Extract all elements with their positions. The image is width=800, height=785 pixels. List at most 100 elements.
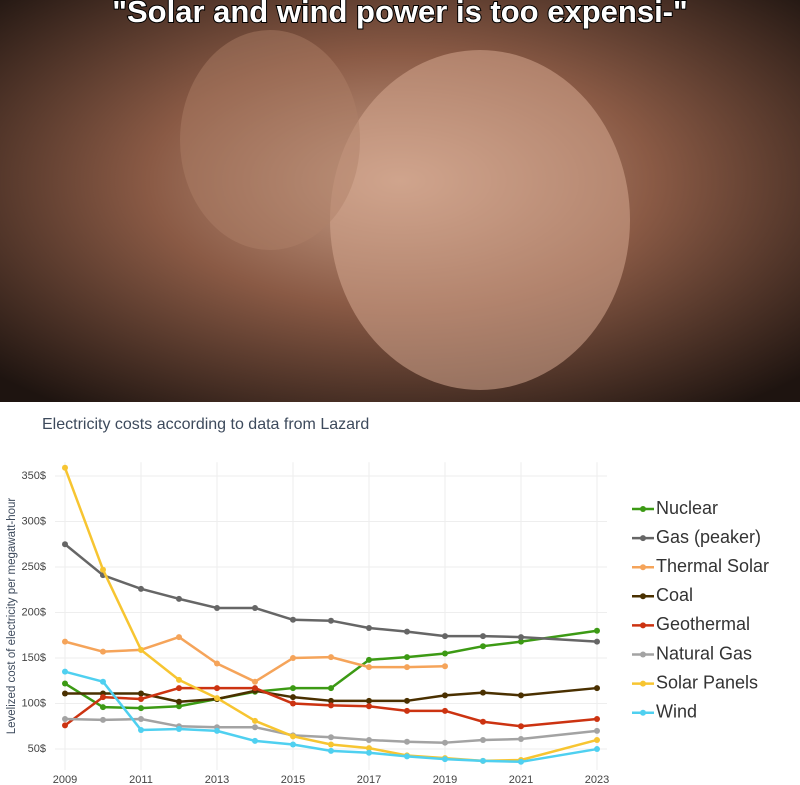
- data-point: [100, 566, 106, 573]
- data-point: [214, 685, 220, 692]
- data-point: [138, 585, 144, 592]
- data-point: [518, 692, 524, 699]
- data-point: [138, 726, 144, 733]
- data-point: [404, 697, 410, 704]
- data-point: [404, 664, 410, 671]
- data-point: [176, 595, 182, 602]
- data-point: [366, 664, 372, 671]
- data-point: [290, 685, 296, 692]
- data-point: [366, 703, 372, 710]
- series-line: [65, 686, 598, 703]
- data-point: [138, 695, 144, 702]
- data-point: [480, 643, 486, 650]
- legend-label: Geothermal: [656, 614, 750, 634]
- data-point: [62, 680, 68, 687]
- data-point: [442, 650, 448, 657]
- data-point: [214, 695, 220, 702]
- data-point: [176, 634, 182, 641]
- x-tick-label: 2021: [509, 774, 533, 785]
- y-tick-label: 250$: [22, 561, 46, 573]
- data-point: [594, 638, 600, 645]
- data-point: [100, 678, 106, 685]
- data-point: [290, 741, 296, 748]
- data-point: [290, 700, 296, 707]
- plot: 50$ 100$ 150$ 200$ 250$ 300$ 350$ 2009 2011 2013 2…: [22, 462, 769, 785]
- legend-swatch: [640, 506, 646, 512]
- data-point: [176, 703, 182, 710]
- data-point: [442, 692, 448, 699]
- data-point: [138, 646, 144, 653]
- y-tick-label: 200$: [22, 606, 46, 618]
- data-point: [176, 676, 182, 683]
- data-point: [328, 702, 334, 709]
- x-tick-label: 2011: [129, 774, 153, 785]
- chart-title: Electricity costs according to data from…: [42, 416, 369, 433]
- x-tick-label: 2013: [205, 774, 229, 785]
- x-tick-label: 2023: [585, 774, 609, 785]
- y-tick-label: 50$: [28, 743, 46, 755]
- legend-swatch: [640, 680, 646, 687]
- data-point: [404, 753, 410, 760]
- data-point: [594, 746, 600, 753]
- data-point: [518, 736, 524, 743]
- series-line: [64, 686, 598, 728]
- series-line: [64, 629, 598, 710]
- data-point: [176, 698, 182, 705]
- data-point: [594, 685, 600, 692]
- data-point: [214, 727, 220, 734]
- data-point: [100, 694, 106, 701]
- photo-face: [330, 50, 630, 390]
- legend-swatch: [640, 651, 646, 658]
- data-point: [594, 736, 600, 743]
- data-point: [252, 724, 258, 731]
- data-point: [480, 757, 486, 764]
- data-point: [404, 628, 410, 635]
- data-point: [328, 654, 334, 661]
- data-point: [518, 638, 524, 645]
- data-point: [594, 716, 600, 723]
- data-point: [594, 627, 600, 634]
- data-point: [442, 707, 448, 714]
- legend-swatch: [640, 593, 646, 600]
- meme-caption: "Solar and wind power is too expensi-": [112, 0, 687, 29]
- data-point: [480, 633, 486, 640]
- legend-swatch: [640, 564, 646, 571]
- data-point: [518, 723, 524, 730]
- data-point: [176, 685, 182, 692]
- data-point: [328, 617, 334, 624]
- data-point: [404, 738, 410, 745]
- data-point: [366, 656, 372, 663]
- data-point: [404, 654, 410, 661]
- legend-swatch: [640, 535, 646, 542]
- data-point: [252, 685, 258, 692]
- data-point: [290, 733, 296, 740]
- data-point: [480, 689, 486, 696]
- data-point: [290, 694, 296, 701]
- y-tick-label: 300$: [22, 515, 46, 527]
- data-point: [366, 749, 372, 756]
- data-point: [328, 734, 334, 741]
- legend-label: Thermal Solar: [656, 556, 769, 576]
- data-point: [328, 697, 334, 704]
- data-point: [442, 756, 448, 763]
- data-point: [366, 697, 372, 704]
- data-point: [252, 678, 258, 685]
- data-point: [214, 604, 220, 611]
- x-tick-label: 2019: [433, 774, 457, 785]
- data-point: [214, 660, 220, 667]
- data-point: [252, 717, 258, 724]
- data-point: [518, 758, 524, 765]
- data-point: [62, 722, 68, 729]
- data-point: [100, 716, 106, 723]
- data-point: [518, 634, 524, 641]
- data-point: [62, 716, 68, 723]
- data-point: [252, 737, 258, 744]
- x-tick-label: 2015: [281, 774, 305, 785]
- data-point: [62, 464, 68, 471]
- y-tick-label: 100$: [22, 697, 46, 709]
- data-point: [138, 690, 144, 697]
- data-point: [404, 707, 410, 714]
- series-line: [64, 670, 598, 764]
